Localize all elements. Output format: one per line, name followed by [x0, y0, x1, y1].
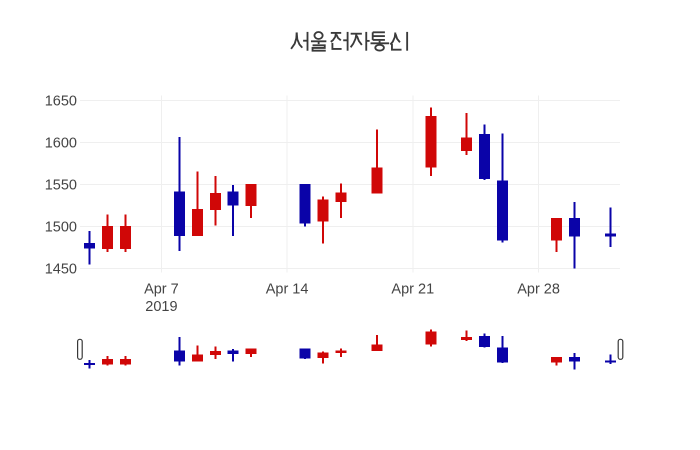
svg-text:Apr 28: Apr 28	[517, 282, 560, 298]
svg-text:Apr 14: Apr 14	[266, 282, 309, 298]
svg-text:Apr 7: Apr 7	[144, 282, 179, 298]
svg-text:1450: 1450	[45, 262, 77, 278]
svg-text:1550: 1550	[45, 178, 77, 194]
svg-text:Apr 21: Apr 21	[391, 282, 434, 298]
svg-text:1650: 1650	[45, 94, 77, 110]
svg-text:1500: 1500	[45, 220, 77, 236]
svg-text:2019: 2019	[145, 299, 177, 315]
svg-text:1600: 1600	[45, 136, 77, 152]
